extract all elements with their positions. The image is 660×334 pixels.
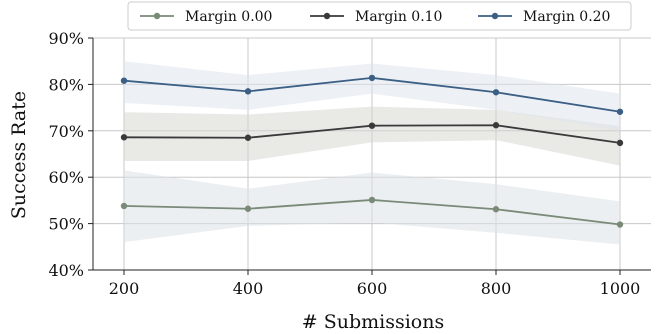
x-axis-label: # Submissions — [302, 311, 444, 333]
x-tick-label: 200 — [109, 279, 140, 298]
y-axis-label: Success Rate — [8, 91, 30, 219]
data-point — [616, 139, 624, 147]
data-point — [616, 108, 624, 115]
data-point — [368, 196, 376, 204]
data-point — [244, 134, 252, 141]
legend-marker — [153, 12, 161, 20]
x-tick-label: 600 — [357, 279, 388, 298]
data-point — [616, 221, 624, 228]
confidence-band-2 — [124, 61, 620, 131]
y-tick-label: 70% — [48, 122, 84, 141]
x-tick-label: 400 — [233, 279, 264, 298]
data-point — [120, 202, 128, 210]
confidence-bands — [124, 61, 620, 245]
data-point — [120, 77, 128, 84]
y-tick-label: 40% — [48, 261, 84, 280]
confidence-band-1 — [124, 106, 620, 166]
legend-label: Margin 0.00 — [185, 9, 272, 25]
data-point — [368, 122, 376, 129]
data-point — [244, 88, 252, 95]
x-tick-label: 1000 — [600, 279, 641, 298]
series-points — [120, 74, 624, 228]
y-tick-label: 60% — [48, 168, 84, 187]
data-point — [492, 89, 500, 96]
y-tick-label: 80% — [48, 75, 84, 94]
legend-marker — [323, 12, 331, 20]
legend-marker — [491, 12, 499, 20]
x-tick-label: 800 — [481, 279, 512, 298]
data-point — [120, 134, 128, 141]
legend-label: Margin 0.20 — [523, 9, 610, 25]
confidence-band-0 — [124, 170, 620, 245]
data-point — [492, 206, 500, 213]
y-tick-label: 50% — [48, 215, 84, 234]
y-tick-label: 90% — [48, 29, 84, 48]
legend-box — [127, 1, 632, 31]
axes: 200 400 600 800 1000 40% 50% 60% 70% 80% 90% — [48, 29, 651, 298]
legend: Margin 0.00 Margin 0.10 Margin 0.20 — [127, 1, 632, 31]
data-point — [244, 205, 252, 212]
legend-label: Margin 0.10 — [355, 9, 442, 25]
data-point — [368, 74, 376, 82]
data-point — [492, 122, 500, 129]
